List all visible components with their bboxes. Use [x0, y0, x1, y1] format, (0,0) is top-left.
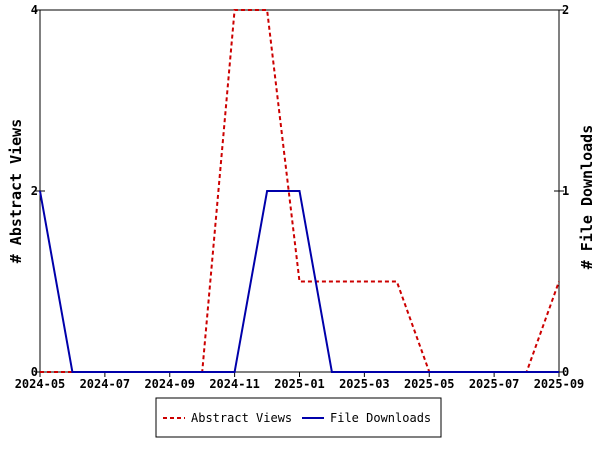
right-y-axis-ticks: 0 1 2	[554, 3, 569, 379]
x-tick-label: 2025-09	[534, 377, 585, 391]
x-tick-label: 2025-01	[274, 377, 325, 391]
right-y-tick-label: 1	[562, 184, 569, 198]
left-y-tick-label: 0	[31, 365, 38, 379]
legend-box	[155, 397, 442, 438]
right-y-tick-label: 2	[562, 3, 569, 17]
x-tick-label: 2024-11	[209, 377, 260, 391]
x-tick-label: 2025-03	[339, 377, 390, 391]
x-tick-label: 2024-09	[144, 377, 195, 391]
x-tick-label: 2024-05	[15, 377, 66, 391]
series-line-file-downloads	[39, 190, 559, 373]
legend: Abstract Views File Downloads	[155, 397, 442, 438]
right-y-tick-label: 0	[562, 365, 569, 379]
x-tick-label: 2025-07	[469, 377, 520, 391]
series-lines	[39, 9, 560, 373]
left-y-tick-label: 4	[31, 3, 38, 17]
legend-label-abstract-views: Abstract Views	[191, 411, 292, 425]
x-tick-label: 2024-07	[80, 377, 131, 391]
left-y-axis-title: # Abstract Views	[7, 119, 25, 264]
legend-label-file-downloads: File Downloads	[330, 411, 431, 425]
x-axis-ticks: 2024-05 2024-07 2024-09 2024-11 2025-01 2025-…	[15, 372, 585, 391]
right-y-axis-title: # File Downloads	[578, 125, 596, 270]
left-y-axis-ticks: 0 2 4	[31, 3, 45, 379]
left-y-tick-label: 2	[31, 184, 38, 198]
x-tick-label: 2025-05	[404, 377, 455, 391]
